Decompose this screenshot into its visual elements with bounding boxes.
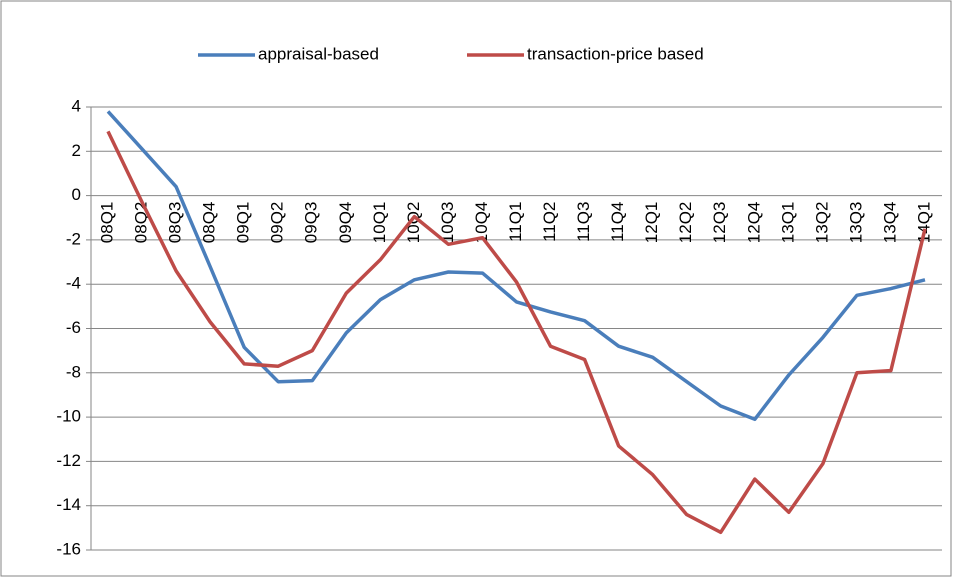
x-tick-label: 10Q3: [438, 202, 457, 244]
x-tick-label: 10Q1: [370, 202, 389, 244]
x-tick-label: 13Q4: [880, 202, 899, 244]
x-tick-label: 11Q4: [608, 202, 627, 242]
x-tick-label: 11Q1: [506, 202, 525, 242]
x-tick-label: 09Q3: [302, 202, 321, 244]
x-tick-label: 09Q1: [234, 202, 253, 244]
x-tick-label: 09Q2: [268, 202, 287, 244]
x-tick-label: 13Q1: [778, 202, 797, 244]
y-tick-label: 2: [72, 141, 81, 160]
y-tick-label: -2: [66, 229, 81, 248]
x-tick-label: 11Q3: [574, 202, 593, 242]
x-tick-label: 09Q4: [336, 202, 355, 244]
x-tick-label: 10Q4: [472, 202, 491, 244]
x-tick-label: 08Q1: [98, 202, 117, 244]
y-tick-label: -8: [66, 362, 81, 381]
x-tick-label: 11Q2: [540, 202, 559, 242]
y-tick-label: -4: [66, 274, 81, 293]
series-line: [106, 110, 926, 422]
x-tick-label: 08Q3: [166, 202, 185, 244]
x-tick-label: 08Q2: [132, 202, 151, 244]
y-tick-label: -6: [66, 318, 81, 337]
y-tick-label: -14: [56, 495, 81, 514]
y-tick-label: 0: [72, 185, 81, 204]
x-tick-label: 12Q4: [744, 202, 763, 244]
legend-label: transaction-price based: [527, 44, 704, 63]
series-line: [106, 130, 927, 535]
x-tick-label: 12Q3: [710, 202, 729, 244]
x-tick-label: 12Q2: [676, 202, 695, 244]
y-tick-label: -10: [56, 407, 81, 426]
legend-label: appraisal-based: [258, 44, 379, 63]
y-tick-label: -12: [56, 451, 81, 470]
x-tick-label: 13Q3: [846, 202, 865, 244]
x-tick-label: 08Q4: [200, 202, 219, 244]
y-tick-label: -16: [56, 539, 81, 558]
x-tick-label: 12Q1: [642, 202, 661, 244]
x-tick-label: 14Q1: [914, 202, 933, 244]
y-tick-label: 4: [72, 96, 81, 115]
x-tick-label: 13Q2: [812, 202, 831, 244]
x-tick-label: 10Q2: [404, 202, 423, 244]
